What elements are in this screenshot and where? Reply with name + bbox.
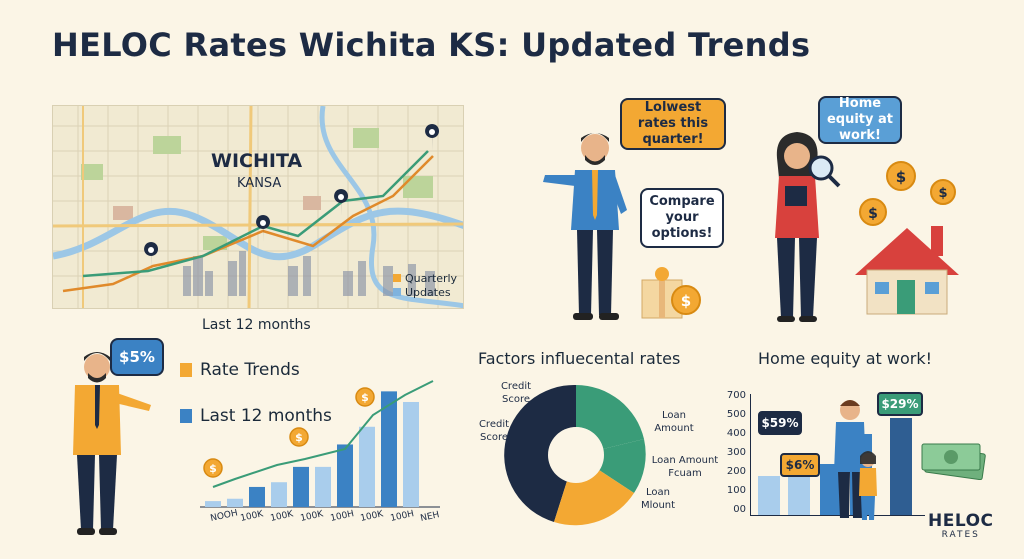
factors-donut-chart: [504, 384, 646, 526]
bar-2: [227, 498, 243, 507]
logo-sub: RATES: [941, 530, 980, 540]
home-equity-bubble: Home equity at work!: [818, 96, 902, 144]
five-percent-bubble: $5%: [110, 338, 164, 376]
bar-7: [337, 444, 353, 507]
heloc-logo: HELOC RATES: [928, 512, 994, 541]
trend-legend: Rate Trends Last 12 months: [180, 360, 332, 426]
bar-6: [315, 466, 331, 507]
bar-3: [249, 486, 265, 507]
equity-y-tick: 400: [726, 428, 746, 439]
legend-swatch-orange-2: [180, 363, 192, 377]
equity-axis-line: [750, 394, 751, 516]
coin-icons: $ $ $: [859, 161, 956, 226]
donut-label-loan-fcuam: Loan Amount Fcuam: [651, 455, 719, 479]
logo-main: HELOC: [928, 511, 994, 531]
trend-line: [212, 380, 434, 488]
map-legend: Quarterly Updates: [393, 272, 457, 300]
coin-symbol: $: [295, 431, 303, 444]
legend-updates-label: Updates: [405, 286, 451, 299]
svg-text:$: $: [938, 186, 947, 201]
x-tick-label: 100K: [240, 509, 266, 524]
svg-text:$: $: [681, 292, 691, 310]
x-tick-label: 100H: [330, 509, 356, 524]
equity-bar-1: [758, 476, 780, 515]
legend-rate-trends-label: Rate Trends: [200, 360, 300, 380]
badge-6: $6%: [780, 453, 820, 477]
equity-y-tick: 00: [733, 504, 746, 515]
donut-label-loan-mlount: Loan Mlount: [640, 487, 676, 511]
equity-y-tick: 300: [726, 447, 746, 458]
map-state-label: KANSA: [237, 176, 282, 191]
donut-title: Factors influecental rates: [478, 349, 681, 368]
bar-9: [381, 391, 397, 507]
compare-options-bubble: Compare your options!: [640, 188, 724, 248]
coin-1: [203, 458, 223, 478]
donut-slice-green-2: [599, 439, 646, 493]
equity-bar-3: [820, 464, 842, 515]
coin-3: [355, 387, 375, 407]
wichita-map: WICHITA KANSA Quarterly Updates: [52, 105, 464, 309]
family-illustration: [834, 400, 877, 520]
equity-y-tick: 100: [726, 485, 746, 496]
map-city-label: WICHITA: [211, 150, 303, 172]
donut-label-loan-amount: Loan Amount: [654, 410, 694, 434]
equity-baseline: [750, 515, 925, 516]
equity-bar-2: [788, 472, 810, 515]
lowest-rates-bubble: Lolwest rates this quarter!: [620, 98, 726, 150]
legend-quarterly: Quarterly: [393, 272, 457, 286]
legend-swatch-blue: [393, 288, 401, 296]
legend-swatch-orange: [393, 274, 401, 282]
equity-y-axis: 700 500 400 300 200 100 00: [720, 390, 746, 520]
x-tick-label: 100K: [270, 509, 296, 524]
woman-illustration: [775, 132, 841, 322]
badge-29: $29%: [877, 392, 923, 416]
x-tick-label: NEH: [420, 510, 441, 524]
donut-label-credit-1: Credit Score: [500, 381, 532, 405]
rate-trend-bar-chart: $$$NOOH 100K 100K 100K 100H 100K 100H NEH: [200, 380, 441, 524]
map-caption: Last 12 months: [202, 317, 311, 333]
bar-8: [359, 426, 375, 507]
house-coins-illustration: $ $ $: [855, 161, 959, 315]
coin-2: [289, 427, 309, 447]
gift-coin-icon: $: [641, 267, 701, 319]
legend-rate-trends: Rate Trends: [180, 360, 332, 380]
donut-slice-orange: [554, 470, 634, 526]
legend-last-12-label: Last 12 months: [200, 406, 332, 426]
x-tick-label: NOOH: [210, 508, 239, 524]
bar-4: [271, 482, 287, 507]
x-tick-label: 100K: [300, 509, 326, 524]
page-title: HELOC Rates Wichita KS: Updated Trends: [52, 26, 811, 64]
equity-bar-5: [890, 418, 912, 515]
legend-swatch-blue-2: [180, 409, 192, 423]
svg-text:$: $: [868, 206, 878, 222]
bar-10: [403, 401, 419, 507]
coin-symbol: $: [361, 391, 369, 404]
equity-y-tick: 500: [726, 409, 746, 420]
equity-y-tick: 200: [726, 466, 746, 477]
legend-quarterly-label: Quarterly: [405, 272, 458, 285]
svg-text:$: $: [896, 168, 906, 186]
x-tick-label: 100H: [390, 509, 416, 524]
businessman-illustration: [543, 133, 627, 320]
donut-slice-navy: [504, 384, 576, 522]
map-graphic: [53, 106, 463, 308]
legend-last-12: Last 12 months: [180, 406, 332, 426]
donut-label-credit-2: Credit Score: [478, 419, 510, 443]
bar-5: [293, 466, 309, 507]
presenter-man-illustration: [73, 352, 151, 535]
coin-symbol: $: [209, 462, 217, 475]
money-bills-icon: [921, 443, 986, 480]
bar-1: [205, 501, 221, 507]
equity-chart-title: Home equity at work!: [758, 349, 933, 368]
badge-59: $59%: [758, 411, 802, 435]
equity-y-tick: 700: [726, 390, 746, 401]
x-tick-label: 100K: [360, 509, 386, 524]
legend-updates: Updates: [393, 286, 457, 300]
